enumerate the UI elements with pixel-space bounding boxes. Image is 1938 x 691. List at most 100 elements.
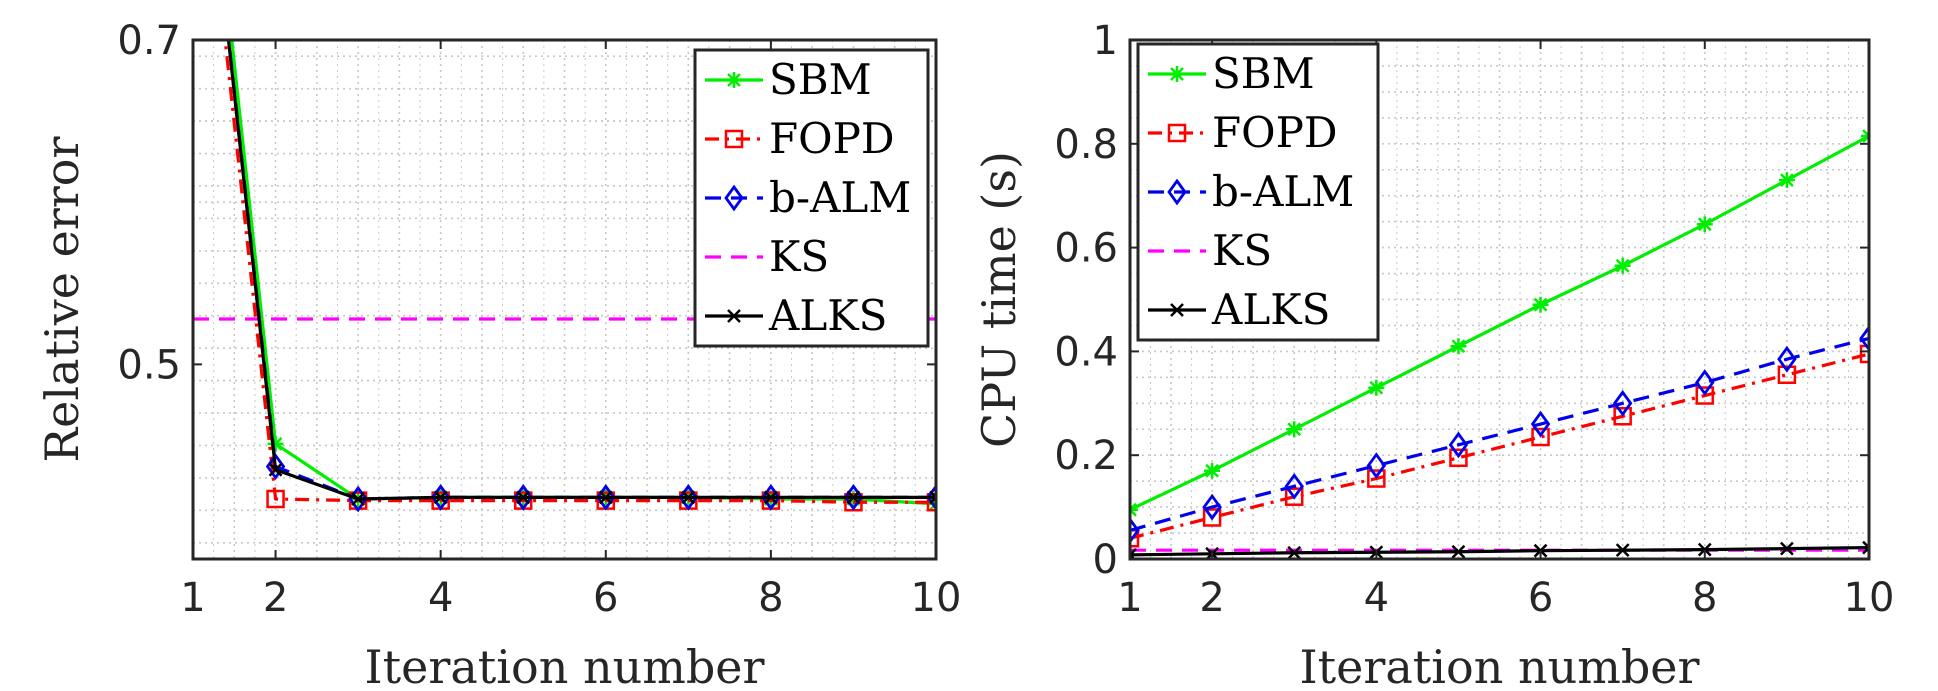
series-line-alks (226, 40, 936, 501)
series-line-fopd (1130, 352, 1869, 540)
x-tick-label: 6 (1528, 575, 1553, 621)
data-point-fopd (1202, 508, 1222, 527)
y-tick-label: 0 (1093, 537, 1118, 583)
legend: SBM FOPD b-ALM KS ALKS (1136, 42, 1380, 342)
legend-marker-fopd (1167, 123, 1187, 143)
data-point-alks (351, 492, 365, 506)
data-point-fopd (266, 489, 285, 509)
data-point-sbm (1286, 421, 1303, 438)
legend-box (693, 48, 930, 348)
legend-label-b-alm: b-ALM (1212, 167, 1354, 216)
data-point-alks (681, 490, 696, 505)
data-point-b-alm (1777, 345, 1797, 373)
legend-marker-sbm (1169, 66, 1185, 82)
y-tick-label: 0.5 (117, 342, 181, 388)
legend-label-sbm: SBM (769, 55, 872, 104)
series-line-sbm (1130, 134, 1869, 512)
data-point-b-alm (1284, 472, 1304, 500)
legend-label-alks: ALKS (1211, 285, 1330, 334)
data-point-fopd (1531, 427, 1550, 447)
data-point-fopd (1777, 365, 1797, 385)
data-point-b-alm (1859, 325, 1869, 352)
data-point-b-alm (1695, 369, 1715, 396)
series-group (193, 40, 936, 513)
legend-marker-b-alm (1167, 178, 1187, 206)
x-tick-label: 1 (180, 575, 205, 621)
data-point-alks (1780, 541, 1794, 556)
data-point-b-alm (265, 453, 286, 480)
data-point-sbm (267, 435, 284, 452)
data-point-fopd (1613, 407, 1632, 426)
legend-label-ks: KS (1212, 226, 1272, 275)
data-point-alks (764, 490, 778, 505)
legend: SBM FOPD b-ALM KS ALKS (693, 48, 930, 348)
data-point-fopd (1284, 487, 1304, 506)
x-tick-label: 8 (1692, 575, 1717, 621)
x-tick-label: 1 (1117, 575, 1142, 621)
data-point-b-alm (1202, 493, 1222, 521)
data-point-fopd (1367, 469, 1386, 488)
x-tick-label: 6 (593, 575, 618, 621)
legend-marker-sbm (726, 72, 742, 88)
legend-label-alks: ALKS (768, 291, 887, 340)
data-point-alks (1287, 545, 1302, 559)
data-point-alks (929, 490, 936, 505)
y-axis-label: CPU time (s) (972, 151, 1026, 448)
x-axis-label: Iteration number (365, 640, 765, 691)
legend-marker-fopd (724, 129, 744, 149)
data-point-b-alm (1130, 517, 1140, 544)
legend-label-fopd: FOPD (1212, 108, 1338, 157)
x-tick-label: 2 (263, 575, 288, 621)
data-point-b-alm (1612, 389, 1633, 417)
legend-label-sbm: SBM (1212, 49, 1315, 98)
axes-frame (191, 38, 938, 561)
data-point-alks (598, 490, 613, 505)
y-tick-label: 0.4 (1054, 329, 1118, 375)
data-point-alks (846, 490, 861, 505)
data-point-fopd (1859, 344, 1869, 364)
y-axis-label: Relative error (35, 137, 89, 463)
legend-label-fopd: FOPD (769, 114, 895, 163)
x-tick-label: 10 (1844, 575, 1895, 621)
legend-marker-alks (1170, 303, 1184, 317)
data-point-fopd (1695, 386, 1715, 405)
data-point-fopd (1130, 528, 1140, 548)
legend-marker-b-alm (724, 184, 744, 212)
data-point-sbm (1204, 462, 1221, 479)
y-tick-label: 0.7 (117, 18, 181, 64)
legend-marker-alks (727, 309, 741, 323)
data-point-sbm (1368, 379, 1385, 396)
series-line-b-alm (1130, 336, 1869, 532)
data-point-sbm (1778, 172, 1795, 189)
legend-label-b-alm: b-ALM (769, 173, 911, 222)
series-line-fopd (223, 40, 936, 504)
x-tick-label: 4 (428, 575, 453, 621)
data-point-alks (1862, 540, 1869, 555)
data-point-fopd (926, 492, 936, 512)
y-tick-label: 0.8 (1054, 122, 1118, 168)
data-point-b-alm (1448, 431, 1469, 459)
x-axis-label: Iteration number (1300, 640, 1700, 691)
data-point-alks (516, 490, 531, 505)
data-point-alks (1697, 542, 1712, 557)
series-line-alks (1130, 545, 1869, 557)
chart-cpu-time: 1 2 4 6 8 10 0 0.2 0.4 0.6 0.8 1 Iteration number CPU… (972, 18, 1894, 691)
x-tick-label: 8 (758, 575, 783, 621)
data-point-fopd (1449, 448, 1468, 468)
y-tick-label: 0.2 (1054, 433, 1118, 479)
data-point-alks (268, 462, 283, 477)
axes-frame (1128, 38, 1871, 561)
data-point-sbm (1532, 296, 1549, 313)
data-point-sbm (1450, 338, 1467, 355)
chart-relative-error: 1 2 4 6 8 10 0.5 0.7 Iteration number Relative er… (35, 18, 962, 691)
x-tick-label: 10 (911, 575, 962, 621)
data-point-sbm (1614, 257, 1631, 274)
data-point-b-alm (1530, 410, 1551, 438)
data-point-b-alm (1366, 452, 1387, 479)
x-tick-label: 2 (1199, 575, 1224, 621)
y-tick-label: 0.6 (1054, 226, 1118, 272)
data-point-sbm (1696, 216, 1713, 233)
legend-label-ks: KS (769, 232, 829, 281)
x-tick-label: 4 (1364, 575, 1389, 621)
